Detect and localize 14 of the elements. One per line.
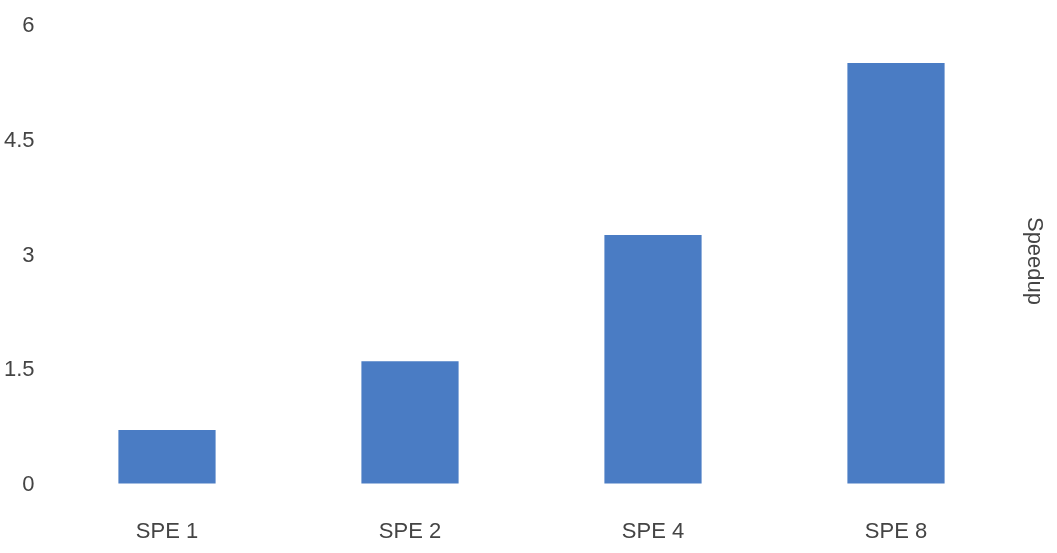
y-tick-label: 0 bbox=[22, 471, 35, 497]
bar bbox=[361, 361, 459, 484]
x-tick-label: SPE 4 bbox=[621, 517, 685, 543]
bar bbox=[604, 235, 702, 484]
x-tick-label: SPE 8 bbox=[864, 517, 928, 543]
bar bbox=[847, 62, 945, 484]
y-tick-label: 6 bbox=[22, 12, 35, 38]
y-tick-label: 1.5 bbox=[3, 356, 35, 382]
bar bbox=[118, 430, 216, 484]
x-tick-label: SPE 1 bbox=[135, 517, 199, 543]
x-tick-label: SPE 2 bbox=[378, 517, 442, 543]
y-tick-label: 3 bbox=[22, 241, 35, 267]
y-axis-title: Speedup bbox=[1022, 216, 1048, 306]
y-tick-label: 4.5 bbox=[3, 126, 35, 152]
